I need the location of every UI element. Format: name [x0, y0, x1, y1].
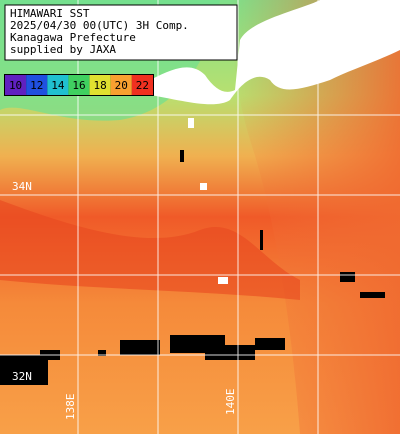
- land: [270, 60, 310, 77]
- colorbar-swatch: [47, 75, 69, 95]
- warm-current: [230, 0, 400, 434]
- colorbar-swatch: [26, 75, 48, 95]
- lat-label: 32N: [12, 370, 32, 383]
- colorbar: 10 12 14 16 18 20 22: [4, 74, 154, 96]
- lon-label: 140E: [224, 389, 237, 416]
- header-line: supplied by JAXA: [10, 43, 116, 56]
- colorbar-swatch: [89, 75, 111, 95]
- header-line: Kanagawa Prefecture: [10, 31, 136, 44]
- colorbar-label: 18: [94, 79, 107, 92]
- lon-label: 138E: [64, 394, 77, 421]
- colorbar-label: 20: [115, 79, 128, 92]
- header-box: [4, 4, 238, 61]
- colorbar-swatch: [68, 75, 90, 95]
- lat-label: 34N: [12, 180, 32, 193]
- colorbar-label: 22: [136, 79, 149, 92]
- colorbar-swatch: [110, 75, 132, 95]
- header-line: HIMAWARI SST: [10, 7, 90, 20]
- colorbar-swatch: [5, 75, 27, 95]
- land: [150, 0, 400, 105]
- colorbar-swatch: [131, 75, 153, 95]
- colorbar-label: 14: [51, 79, 65, 92]
- colorbar-label: 16: [72, 79, 85, 92]
- cloud-mask: [0, 150, 385, 385]
- island: [188, 118, 194, 128]
- island: [218, 277, 228, 284]
- colorbar-label: 10: [9, 79, 22, 92]
- colorbar-label: 12: [30, 79, 43, 92]
- island: [200, 183, 207, 190]
- header-line: 2025/04/30 00(UTC) 3H Comp.: [10, 19, 189, 32]
